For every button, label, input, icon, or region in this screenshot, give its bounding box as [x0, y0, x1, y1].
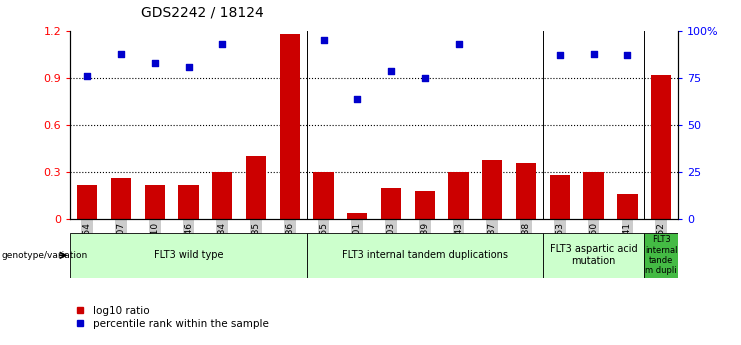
- Bar: [644, 233, 678, 278]
- Point: [385, 68, 397, 73]
- Point: [486, 11, 498, 17]
- Bar: [279, 34, 300, 219]
- Point: [82, 73, 93, 79]
- Bar: [70, 233, 307, 278]
- Point: [419, 75, 431, 81]
- Bar: [77, 185, 97, 219]
- Bar: [448, 172, 469, 219]
- Point: [351, 96, 363, 101]
- Text: FLT3
internal
tande
m dupli: FLT3 internal tande m dupli: [645, 235, 677, 275]
- Bar: [111, 178, 131, 219]
- Bar: [543, 233, 644, 278]
- Point: [554, 53, 566, 58]
- Text: genotype/variation: genotype/variation: [1, 251, 87, 260]
- Bar: [482, 159, 502, 219]
- Point: [520, 11, 532, 17]
- Bar: [516, 163, 536, 219]
- Legend: log10 ratio, percentile rank within the sample: log10 ratio, percentile rank within the …: [72, 302, 273, 333]
- Text: GDS2242 / 18124: GDS2242 / 18124: [141, 5, 264, 19]
- Bar: [583, 172, 604, 219]
- Point: [115, 51, 127, 56]
- Text: FLT3 aspartic acid
mutation: FLT3 aspartic acid mutation: [550, 245, 637, 266]
- Bar: [307, 233, 543, 278]
- Bar: [415, 191, 435, 219]
- Point: [318, 38, 330, 43]
- Bar: [313, 172, 333, 219]
- Text: FLT3 wild type: FLT3 wild type: [154, 250, 223, 260]
- Bar: [550, 175, 570, 219]
- Point: [216, 41, 228, 47]
- Bar: [651, 75, 671, 219]
- Bar: [179, 185, 199, 219]
- Bar: [617, 194, 637, 219]
- Bar: [144, 185, 165, 219]
- Point: [588, 51, 599, 56]
- Point: [622, 53, 634, 58]
- Point: [149, 60, 161, 66]
- Bar: [212, 172, 233, 219]
- Point: [250, 19, 262, 24]
- Bar: [246, 156, 266, 219]
- Bar: [381, 188, 401, 219]
- Text: FLT3 internal tandem duplications: FLT3 internal tandem duplications: [342, 250, 508, 260]
- Point: [182, 64, 194, 70]
- Bar: [348, 213, 368, 219]
- Point: [453, 41, 465, 47]
